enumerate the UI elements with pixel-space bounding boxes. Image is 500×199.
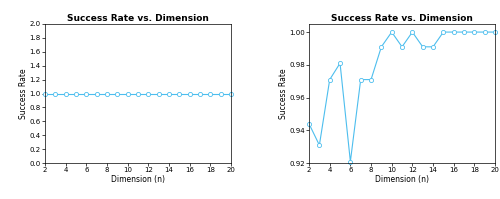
Y-axis label: Success Rate: Success Rate	[278, 68, 287, 119]
Y-axis label: Success Rate: Success Rate	[19, 68, 28, 119]
X-axis label: Dimension (n): Dimension (n)	[375, 175, 429, 184]
Title: Success Rate vs. Dimension: Success Rate vs. Dimension	[67, 14, 209, 23]
Title: Success Rate vs. Dimension: Success Rate vs. Dimension	[331, 14, 473, 23]
X-axis label: Dimension (n): Dimension (n)	[111, 175, 165, 184]
